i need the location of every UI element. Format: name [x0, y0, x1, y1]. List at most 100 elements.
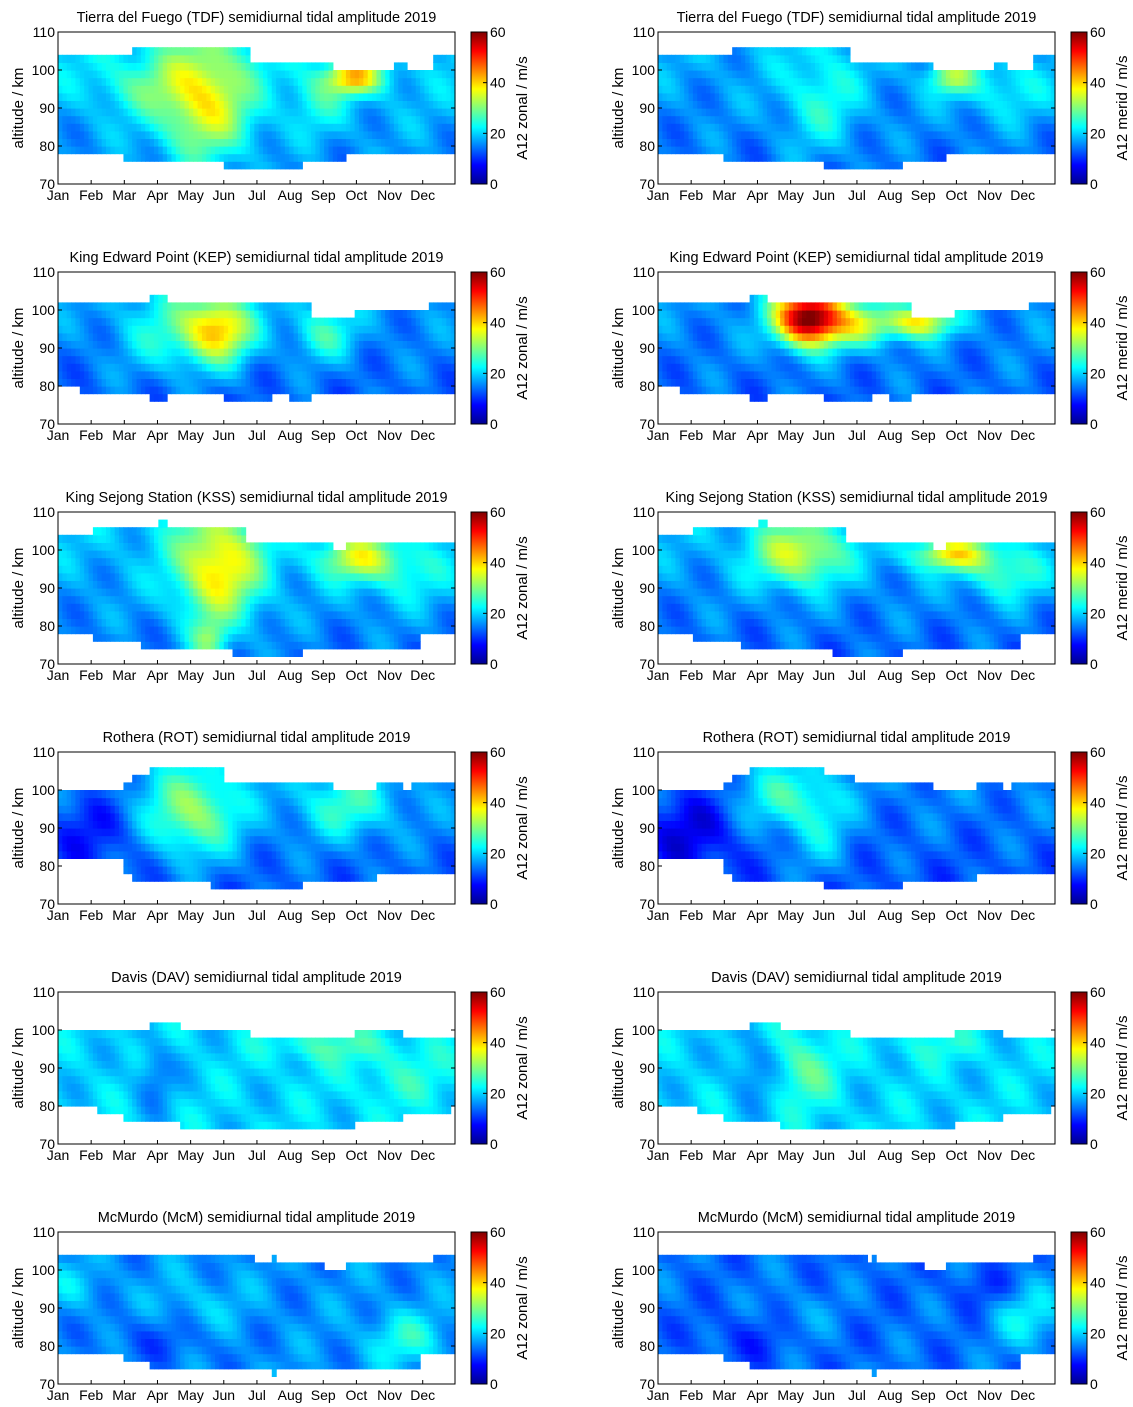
heatmap-cell — [1002, 332, 1008, 341]
heatmap-cell — [749, 47, 755, 56]
heatmap-cell — [289, 70, 295, 79]
heatmap-cell — [832, 340, 838, 349]
heatmap-cell — [710, 302, 716, 311]
heatmap-cell — [762, 325, 768, 334]
heatmap-cell — [193, 355, 199, 364]
heatmap-cell — [740, 77, 746, 86]
heatmap-cell — [271, 363, 277, 372]
heatmap-cell — [354, 355, 360, 364]
heatmap-cell — [446, 310, 452, 319]
heatmap-cell — [101, 595, 107, 604]
heatmap-cell — [284, 85, 290, 94]
heatmap-cell — [393, 130, 399, 139]
heatmap-cell — [797, 115, 803, 124]
heatmap-cell — [1050, 70, 1056, 79]
heatmap-cell — [184, 153, 190, 162]
heatmap-cell — [297, 355, 303, 364]
heatmap-cell — [836, 138, 842, 147]
heatmap-cell — [193, 146, 199, 155]
heatmap-cell — [75, 138, 81, 147]
heatmap-cell — [167, 332, 173, 341]
heatmap-cell — [62, 557, 68, 566]
heatmap-cell — [71, 534, 77, 543]
heatmap-cell — [441, 85, 447, 94]
heatmap-cell — [241, 108, 247, 117]
heatmap-cell — [858, 363, 864, 372]
heatmap-cell — [92, 340, 98, 349]
heatmap-cell — [101, 580, 107, 589]
heatmap-cell — [398, 108, 404, 117]
heatmap-cell — [819, 348, 825, 357]
heatmap-cell — [319, 130, 325, 139]
heatmap-cell — [849, 310, 855, 319]
heatmap-cell — [793, 355, 799, 364]
heatmap-cell — [788, 386, 794, 395]
heatmap-cell — [919, 386, 925, 395]
heatmap-cell — [415, 108, 421, 117]
heatmap-cell — [276, 310, 282, 319]
heatmap-cell — [206, 302, 212, 311]
heatmap-cell — [66, 580, 72, 589]
heatmap-cell — [385, 85, 391, 94]
heatmap-cell — [767, 386, 773, 395]
heatmap-cell — [66, 355, 72, 364]
heatmap-cell — [793, 115, 799, 124]
heatmap-cell — [254, 161, 260, 170]
heatmap-cell — [941, 332, 947, 341]
heatmap-cell — [62, 595, 68, 604]
heatmap-cell — [171, 130, 177, 139]
heatmap-cell — [302, 123, 308, 132]
heatmap-cell — [836, 332, 842, 341]
heatmap-cell — [710, 108, 716, 117]
heatmap-cell — [289, 355, 295, 364]
heatmap-cell — [105, 355, 111, 364]
heatmap-cell — [714, 92, 720, 101]
heatmap-cell — [140, 92, 146, 101]
heatmap-cell — [132, 108, 138, 117]
heatmap-cell — [437, 85, 443, 94]
heatmap-cell — [906, 153, 912, 162]
heatmap-cell — [92, 572, 98, 581]
heatmap-cell — [158, 54, 164, 63]
heatmap-cell — [666, 363, 672, 372]
heatmap-cell — [998, 100, 1004, 109]
heatmap-cell — [145, 146, 151, 155]
heatmap-cell — [206, 47, 212, 56]
heatmap-cell — [963, 332, 969, 341]
heatmap-cell — [749, 294, 755, 303]
heatmap-cell — [354, 85, 360, 94]
heatmap-cell — [84, 100, 90, 109]
heatmap-cell — [306, 100, 312, 109]
heatmap-cell — [66, 378, 72, 387]
heatmap-cell — [280, 115, 286, 124]
heatmap-cell — [58, 130, 63, 139]
heatmap-cell — [75, 85, 81, 94]
heatmap-cell — [267, 138, 273, 147]
heatmap-cell — [236, 130, 242, 139]
heatmap-cell — [66, 550, 72, 559]
heatmap-cell — [315, 355, 321, 364]
heatmap-cell — [446, 77, 452, 86]
heatmap-cell — [215, 153, 221, 162]
heatmap-cell — [398, 62, 404, 71]
heatmap-cell — [97, 595, 103, 604]
heatmap-cell — [801, 348, 807, 357]
heatmap-cell — [828, 332, 834, 341]
heatmap-cell — [398, 92, 404, 101]
heatmap-cell — [976, 123, 982, 132]
heatmap-cell — [345, 370, 351, 379]
heatmap-cell — [688, 363, 694, 372]
heatmap-cell — [232, 363, 238, 372]
heatmap-cell — [385, 146, 391, 155]
heatmap-cell — [788, 70, 794, 79]
heatmap-cell — [140, 340, 146, 349]
heatmap-cell — [815, 85, 821, 94]
heatmap-cell — [836, 77, 842, 86]
heatmap-cell — [937, 108, 943, 117]
heatmap-cell — [871, 85, 877, 94]
heatmap-cell — [136, 317, 142, 326]
heatmap-cell — [1028, 348, 1034, 357]
heatmap-cell — [701, 146, 707, 155]
heatmap-cell — [745, 54, 751, 63]
heatmap-cell — [1007, 310, 1012, 319]
